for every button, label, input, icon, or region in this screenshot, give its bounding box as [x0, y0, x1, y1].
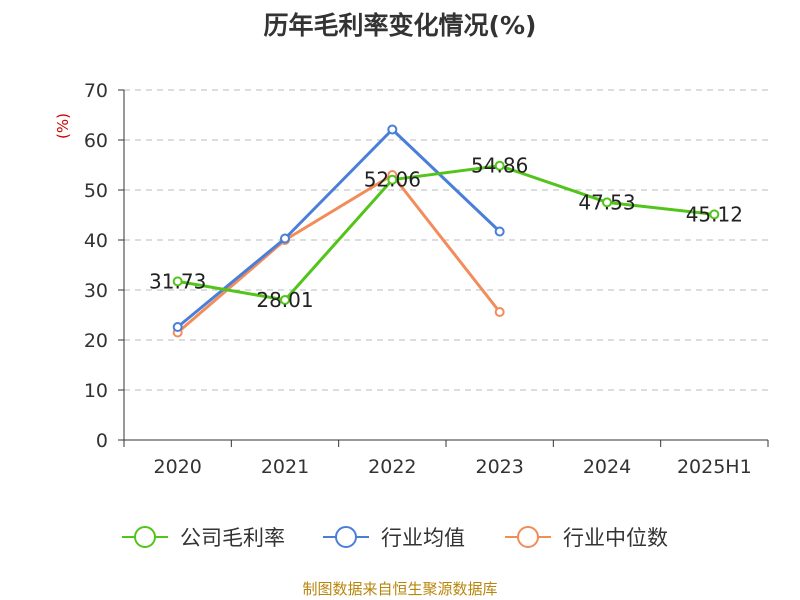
legend-label: 行业中位数: [563, 526, 668, 550]
x-tick-label: 2021: [261, 456, 309, 478]
data-labels: 31.73 28.01 52.06 54.86 47.53 45.12: [149, 154, 743, 312]
data-point: [709, 209, 720, 220]
axes: 0 10 20 30 40 50 60 70 2020 2021 2022 2023 2024 2025H…: [84, 80, 769, 478]
y-tick-label: 70: [84, 80, 108, 102]
data-point: [172, 276, 183, 287]
legend: 公司毛利率 行业均值 行业中位数: [122, 526, 668, 550]
legend-marker: [134, 526, 156, 548]
series-line: [177, 164, 715, 302]
x-tick-label: 2025H1: [677, 456, 752, 478]
data-point: [494, 307, 505, 317]
x-tick-label: 2023: [475, 456, 523, 478]
legend-marker: [335, 526, 357, 548]
data-label: 52.06: [364, 168, 421, 192]
data-label: 45.12: [686, 202, 743, 226]
y-tick-label: 20: [84, 330, 108, 352]
legend-marker: [517, 526, 539, 548]
series-line: [176, 173, 501, 334]
y-axis-label: (%): [54, 113, 72, 139]
gridlines: [124, 89, 768, 391]
chart-title: 历年毛利率变化情况(%): [263, 11, 537, 40]
data-label: 31.73: [149, 269, 206, 293]
data-label: 28.01: [256, 288, 313, 312]
data-point: [280, 233, 290, 244]
y-tick-label: 60: [84, 130, 108, 152]
data-point: [494, 160, 505, 171]
y-tick-label: 40: [84, 230, 108, 252]
x-tick-label: 2024: [583, 456, 631, 478]
legend-label: 公司毛利率: [180, 526, 285, 550]
data-point: [602, 197, 612, 208]
x-tick-label: 2020: [153, 456, 201, 478]
y-tick-label: 10: [84, 380, 108, 402]
data-point: [387, 124, 398, 135]
series-line: [176, 128, 501, 329]
data-point: [494, 226, 505, 237]
data-label: 54.86: [471, 154, 528, 178]
data-point: [387, 174, 398, 185]
data-point: [280, 294, 290, 305]
y-tick-label: 30: [84, 280, 108, 302]
data-point: [172, 322, 183, 332]
data-source-footer: 制图数据来自恒生聚源数据库: [302, 580, 498, 598]
legend-label: 行业均值: [381, 526, 465, 550]
y-tick-label: 0: [96, 430, 108, 452]
x-tick-label: 2022: [368, 456, 416, 478]
y-tick-label: 50: [84, 180, 108, 202]
data-label: 47.53: [578, 190, 635, 214]
series-lines: [172, 124, 720, 338]
